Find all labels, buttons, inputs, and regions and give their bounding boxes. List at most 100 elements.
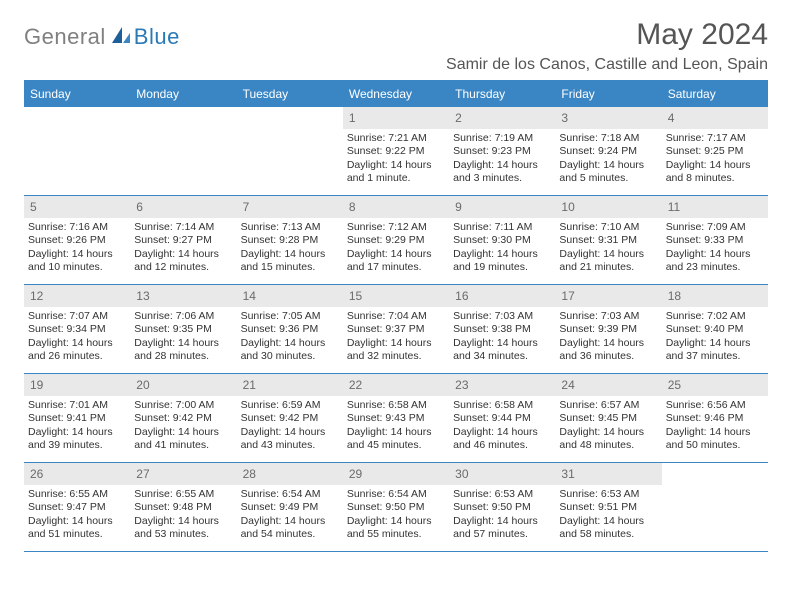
day-cell: 18Sunrise: 7:02 AMSunset: 9:40 PMDayligh… [662,285,768,373]
day-number: 21 [243,378,256,392]
sunrise-text: Sunrise: 6:53 AM [559,488,657,501]
sunrise-text: Sunrise: 7:06 AM [134,310,232,323]
day-number: 2 [455,111,462,125]
sunrise-text: Sunrise: 6:59 AM [241,399,339,412]
daylight-text: Daylight: 14 hours and 32 minutes. [347,337,445,364]
daylight-text: Daylight: 14 hours and 23 minutes. [666,248,764,275]
daynum-bar: 9 [449,196,555,218]
sunset-text: Sunset: 9:22 PM [347,145,445,158]
sunset-text: Sunset: 9:38 PM [453,323,551,336]
daynum-bar: 21 [237,374,343,396]
dow-header: Saturday [662,82,768,107]
daylight-text: Daylight: 14 hours and 1 minute. [347,159,445,186]
day-number: 5 [30,200,37,214]
daynum-bar: 8 [343,196,449,218]
day-cell: 15Sunrise: 7:04 AMSunset: 9:37 PMDayligh… [343,285,449,373]
sunrise-text: Sunrise: 6:57 AM [559,399,657,412]
sunrise-text: Sunrise: 6:53 AM [453,488,551,501]
sunset-text: Sunset: 9:41 PM [28,412,126,425]
daylight-text: Daylight: 14 hours and 34 minutes. [453,337,551,364]
sunrise-text: Sunrise: 7:19 AM [453,132,551,145]
sunset-text: Sunset: 9:25 PM [666,145,764,158]
daylight-text: Daylight: 14 hours and 51 minutes. [28,515,126,542]
sunset-text: Sunset: 9:39 PM [559,323,657,336]
day-cell: 16 Sunrise: 7:03 AMSunset: 9:38 PMDayligh… [449,285,555,373]
daynum-bar: 22 [343,374,449,396]
daynum-bar: 17 [555,285,661,307]
day-cell: 7Sunrise: 7:13 AMSunset: 9:28 PMDaylight… [237,196,343,284]
daylight-text: Daylight: 14 hours and 36 minutes. [559,337,657,364]
sunset-text: Sunset: 9:30 PM [453,234,551,247]
sunset-text: Sunset: 9:42 PM [134,412,232,425]
daylight-text: Daylight: 14 hours and 55 minutes. [347,515,445,542]
day-number: 31 [561,467,574,481]
day-number: 16 [455,289,468,303]
sunrise-text: Sunrise: 7:16 AM [28,221,126,234]
sunset-text: Sunset: 9:45 PM [559,412,657,425]
sunrise-text: Sunrise: 7:17 AM [666,132,764,145]
daylight-text: Daylight: 14 hours and 43 minutes. [241,426,339,453]
day-number: 26 [30,467,43,481]
day-cell: 23Sunrise: 6:58 AMSunset: 9:44 PMDayligh… [449,374,555,462]
dow-header: Sunday [24,82,130,107]
sunset-text: Sunset: 9:50 PM [453,501,551,514]
sunrise-text: Sunrise: 6:55 AM [134,488,232,501]
day-cell: 29Sunrise: 6:54 AMSunset: 9:50 PMDayligh… [343,463,449,551]
daylight-text: Daylight: 14 hours and 28 minutes. [134,337,232,364]
day-cell: 13Sunrise: 7:06 AMSunset: 9:35 PMDayligh… [130,285,236,373]
daynum-bar: 18 [662,285,768,307]
daynum-bar: 7 [237,196,343,218]
sunset-text: Sunset: 9:44 PM [453,412,551,425]
daylight-text: Daylight: 14 hours and 10 minutes. [28,248,126,275]
sunset-text: Sunset: 9:26 PM [28,234,126,247]
day-cell: 2 Sunrise: 7:19 AMSunset: 9:23 PMDaylight… [449,107,555,195]
sunset-text: Sunset: 9:34 PM [28,323,126,336]
logo: General Blue [24,24,180,50]
day-number: 18 [668,289,681,303]
sunset-text: Sunset: 9:33 PM [666,234,764,247]
daynum-bar: 4 [662,107,768,129]
month-title: May 2024 [446,18,768,52]
day-number: 24 [561,378,574,392]
sunset-text: Sunset: 9:29 PM [347,234,445,247]
sunrise-text: Sunrise: 7:03 AM [453,310,551,323]
week-row: 1Sunrise: 7:21 AMSunset: 9:22 PMDaylight… [24,107,768,196]
daynum-bar: 15 [343,285,449,307]
daynum-bar: 11 [662,196,768,218]
daylight-text: Daylight: 14 hours and 3 minutes. [453,159,551,186]
daynum-bar: 20 [130,374,236,396]
day-cell: 17Sunrise: 7:03 AMSunset: 9:39 PMDayligh… [555,285,661,373]
day-number: 14 [243,289,256,303]
sunset-text: Sunset: 9:51 PM [559,501,657,514]
sunrise-text: Sunrise: 7:11 AM [453,221,551,234]
daynum-bar: 28 [237,463,343,485]
daylight-text: Daylight: 14 hours and 45 minutes. [347,426,445,453]
sunset-text: Sunset: 9:35 PM [134,323,232,336]
day-cell: 11Sunrise: 7:09 AMSunset: 9:33 PMDayligh… [662,196,768,284]
sail-icon [110,25,132,50]
sunset-text: Sunset: 9:40 PM [666,323,764,336]
day-cell: 5 Sunrise: 7:16 AMSunset: 9:26 PMDaylight… [24,196,130,284]
daylight-text: Daylight: 14 hours and 8 minutes. [666,159,764,186]
day-cell: 20Sunrise: 7:00 AMSunset: 9:42 PMDayligh… [130,374,236,462]
sunrise-text: Sunrise: 6:54 AM [241,488,339,501]
daynum-bar: 10 [555,196,661,218]
calendar-grid: Sunday Monday Tuesday Wednesday Thursday… [24,80,768,552]
sunrise-text: Sunrise: 7:21 AM [347,132,445,145]
day-number: 11 [668,200,680,214]
sunset-text: Sunset: 9:23 PM [453,145,551,158]
sunset-text: Sunset: 9:42 PM [241,412,339,425]
daynum-bar: 6 [130,196,236,218]
day-number: 6 [136,200,143,214]
daynum-bar: 23 [449,374,555,396]
day-number: 30 [455,467,468,481]
day-cell: 26Sunrise: 6:55 AMSunset: 9:47 PMDayligh… [24,463,130,551]
day-number: 10 [561,200,574,214]
logo-text-blue: Blue [134,24,180,50]
daylight-text: Daylight: 14 hours and 54 minutes. [241,515,339,542]
calendar-page: General Blue May 2024 Samir de los Canos… [0,0,792,552]
sunrise-text: Sunrise: 6:55 AM [28,488,126,501]
day-number: 7 [243,200,250,214]
day-cell: 21 Sunrise: 6:59 AMSunset: 9:42 PMDayligh… [237,374,343,462]
daynum-bar: 27 [130,463,236,485]
